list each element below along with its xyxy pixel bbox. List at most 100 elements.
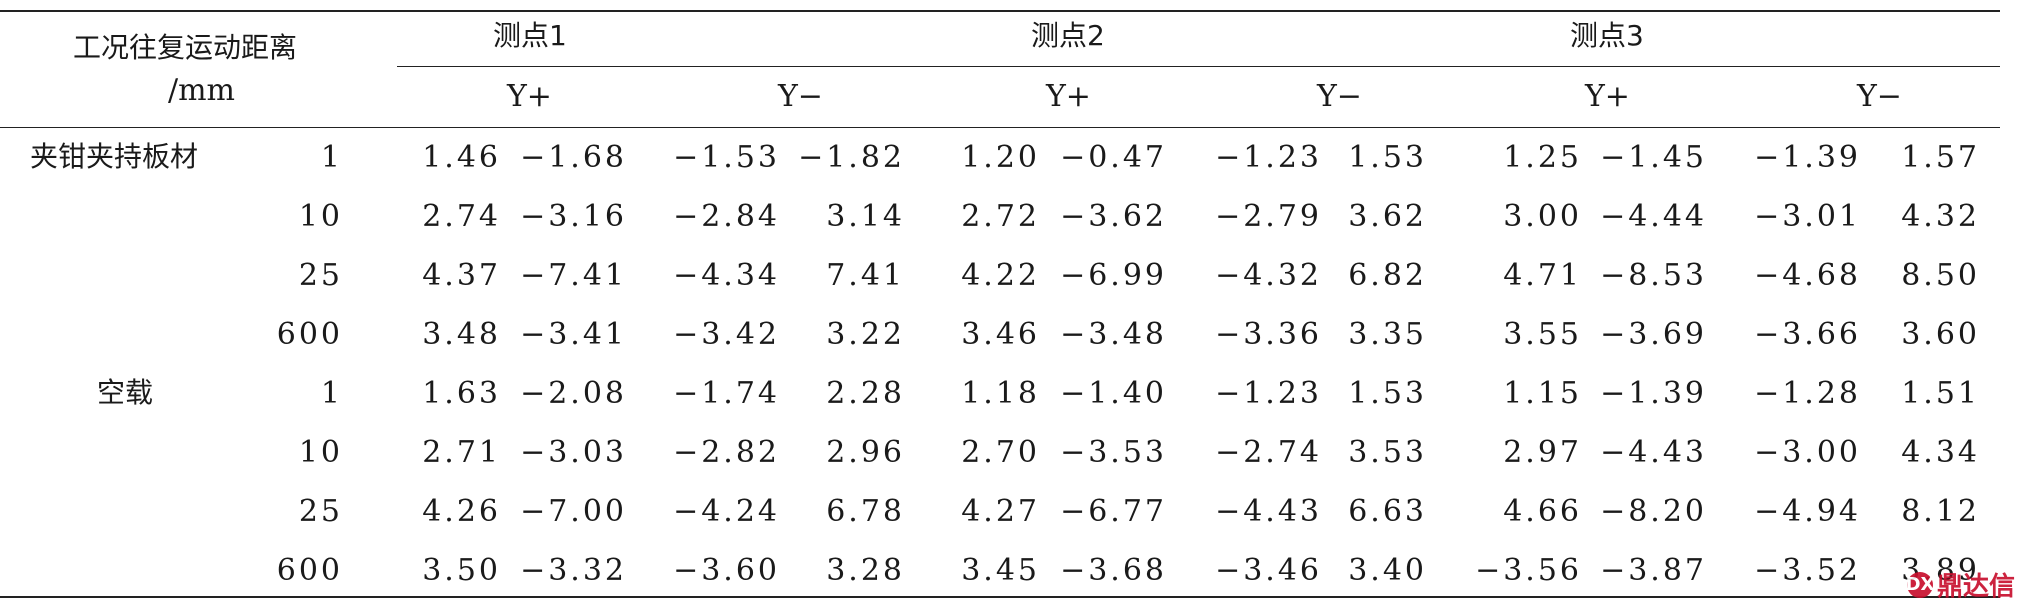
value-cell: 1.51 (1901, 376, 1980, 411)
value-cell: −1.23 (1215, 140, 1322, 175)
value-cell: −1.40 (1060, 376, 1167, 411)
value-cell: 2.71 (422, 435, 501, 470)
value-cell: −3.00 (1754, 435, 1861, 470)
value-cell: −2.82 (673, 435, 780, 470)
value-cell: −6.99 (1060, 258, 1167, 293)
value-cell: 4.66 (1503, 494, 1582, 529)
value-cell: −7.00 (520, 494, 627, 529)
value-cell: −3.01 (1754, 199, 1861, 234)
value-cell: −4.44 (1600, 199, 1707, 234)
value-cell: 3.60 (1901, 317, 1980, 352)
value-cell: 1.25 (1503, 140, 1582, 175)
value-cell: −7.41 (520, 258, 627, 293)
value-cell: −4.94 (1754, 494, 1861, 529)
distance-cell: 10 (298, 435, 343, 470)
value-cell: 3.22 (826, 317, 905, 352)
value-cell: 1.18 (961, 376, 1040, 411)
direction-header: Y+ (1046, 79, 1091, 114)
value-cell: −1.28 (1754, 376, 1861, 411)
value-cell: 3.28 (826, 553, 905, 588)
value-cell: −8.53 (1600, 258, 1707, 293)
direction-header: Y+ (1585, 79, 1630, 114)
value-cell: 1.46 (422, 140, 501, 175)
watermark-text: 鼎达信 (1936, 572, 2015, 602)
value-cell: −3.36 (1215, 317, 1322, 352)
value-cell: −3.42 (673, 317, 780, 352)
value-cell: −4.68 (1754, 258, 1861, 293)
value-cell: −3.03 (520, 435, 627, 470)
value-cell: 4.37 (422, 258, 501, 293)
value-cell: 8.50 (1901, 258, 1980, 293)
value-cell: −3.46 (1215, 553, 1322, 588)
value-cell: −1.39 (1600, 376, 1707, 411)
watermark-logo-icon: DX (1906, 571, 1934, 598)
value-cell: −3.60 (673, 553, 780, 588)
value-cell: −1.53 (673, 140, 780, 175)
value-cell: 1.53 (1348, 376, 1427, 411)
value-cell: 1.53 (1348, 140, 1427, 175)
watermark: DX 鼎达信 (1906, 566, 2015, 603)
value-cell: 3.45 (961, 553, 1040, 588)
value-cell: −1.45 (1600, 140, 1707, 175)
value-cell: 6.78 (826, 494, 905, 529)
value-cell: 3.62 (1348, 199, 1427, 234)
value-cell: −3.53 (1060, 435, 1167, 470)
value-cell: 1.57 (1901, 140, 1980, 175)
value-cell: 2.72 (961, 199, 1040, 234)
value-cell: −1.74 (673, 376, 780, 411)
value-cell: 8.12 (1901, 494, 1980, 529)
value-cell: 3.14 (826, 199, 905, 234)
value-cell: 3.46 (961, 317, 1040, 352)
value-cell: −3.16 (520, 199, 627, 234)
value-cell: −4.43 (1215, 494, 1322, 529)
value-cell: −2.74 (1215, 435, 1322, 470)
top-rule (0, 10, 2000, 12)
direction-header: Y− (1317, 79, 1362, 114)
value-cell: −4.34 (673, 258, 780, 293)
value-cell: −4.24 (673, 494, 780, 529)
value-cell: 1.15 (1503, 376, 1582, 411)
value-cell: 4.71 (1503, 258, 1582, 293)
value-cell: −3.32 (520, 553, 627, 588)
value-cell: −3.62 (1060, 199, 1167, 234)
value-cell: 3.35 (1348, 317, 1427, 352)
value-cell: −3.41 (520, 317, 627, 352)
value-cell: 3.40 (1348, 553, 1427, 588)
distance-cell: 600 (276, 317, 343, 352)
value-cell: 3.55 (1503, 317, 1582, 352)
value-cell: −3.52 (1754, 553, 1861, 588)
value-cell: 3.50 (422, 553, 501, 588)
value-cell: −1.82 (798, 140, 905, 175)
distance-cell: 10 (298, 199, 343, 234)
distance-cell: 600 (276, 553, 343, 588)
value-cell: −3.68 (1060, 553, 1167, 588)
distance-cell: 25 (298, 494, 343, 529)
group-label-no-load: 空载 (97, 376, 154, 409)
value-cell: 4.27 (961, 494, 1040, 529)
value-cell: −1.68 (520, 140, 627, 175)
direction-header: Y+ (507, 79, 552, 114)
value-cell: 4.34 (1901, 435, 1980, 470)
value-cell: 3.48 (422, 317, 501, 352)
value-cell: 1.63 (422, 376, 501, 411)
value-cell: −3.69 (1600, 317, 1707, 352)
direction-header: Y− (1857, 79, 1902, 114)
value-cell: 1.20 (961, 140, 1040, 175)
distance-cell: 1 (320, 376, 343, 411)
point-header-1: 测点1 (493, 19, 567, 52)
value-cell: −3.66 (1754, 317, 1861, 352)
value-cell: 4.26 (422, 494, 501, 529)
value-cell: 6.63 (1348, 494, 1427, 529)
value-cell: 2.96 (826, 435, 905, 470)
distance-cell: 1 (320, 140, 343, 175)
condition-header-label: 工况往复运动距离 (73, 31, 298, 64)
bottom-rule (0, 596, 2000, 598)
value-cell: 4.22 (961, 258, 1040, 293)
group-label-clamped: 夹钳夹持板材 (30, 140, 199, 173)
value-cell: 2.70 (961, 435, 1040, 470)
value-cell: −3.87 (1600, 553, 1707, 588)
value-cell: 3.00 (1503, 199, 1582, 234)
value-cell: −4.32 (1215, 258, 1322, 293)
value-cell: −4.43 (1600, 435, 1707, 470)
